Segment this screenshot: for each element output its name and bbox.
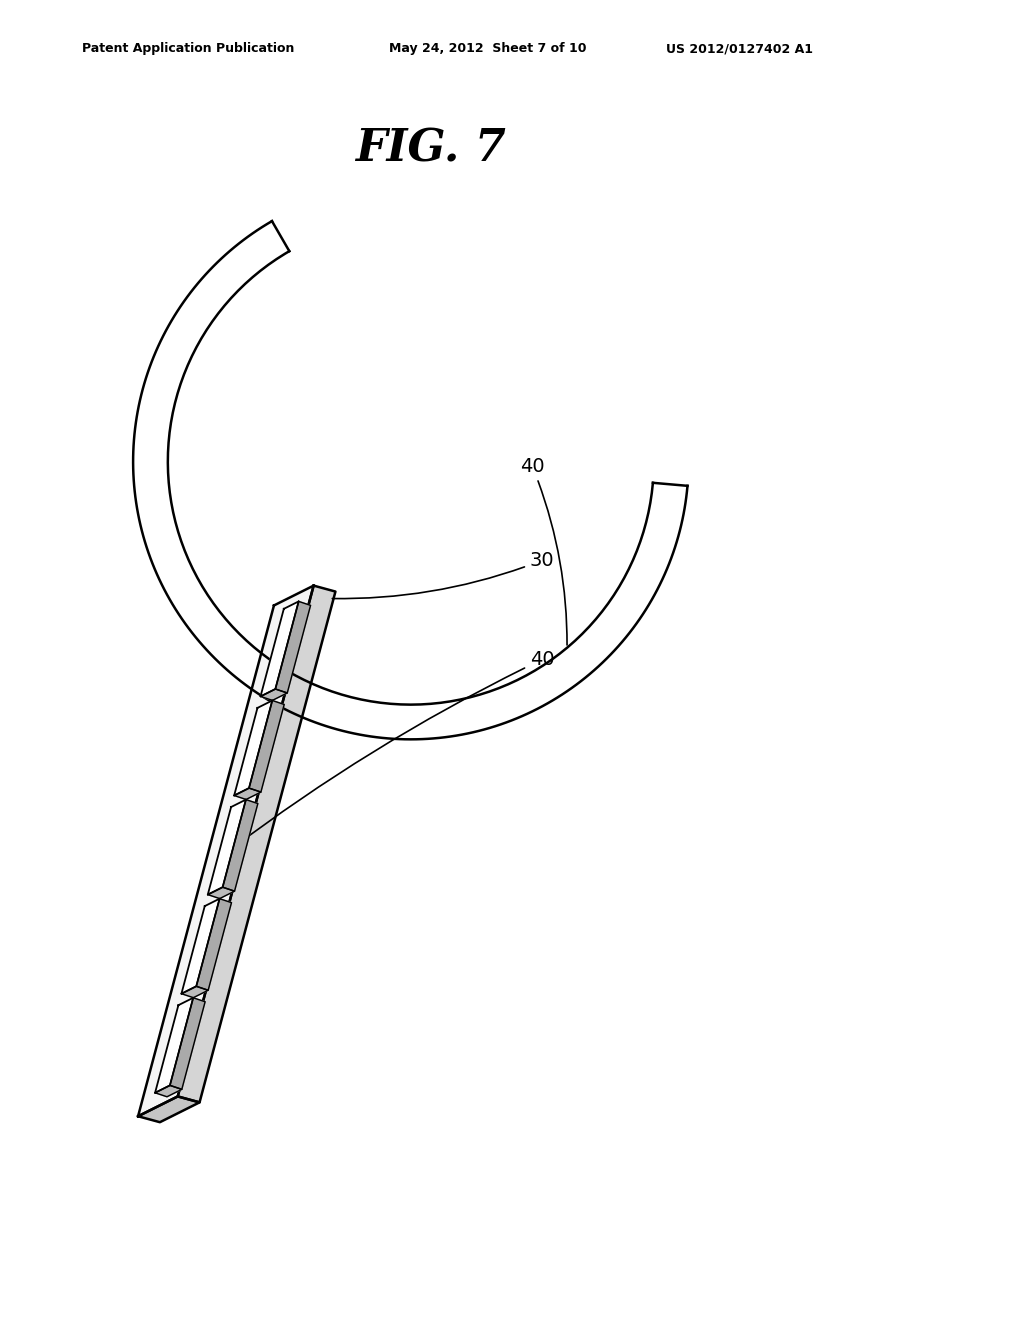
Polygon shape xyxy=(133,222,687,739)
Polygon shape xyxy=(197,899,231,990)
Polygon shape xyxy=(170,998,205,1089)
Polygon shape xyxy=(178,586,336,1102)
Polygon shape xyxy=(260,602,299,697)
Polygon shape xyxy=(249,701,285,792)
Text: 40: 40 xyxy=(520,457,567,645)
Polygon shape xyxy=(260,689,288,701)
Text: May 24, 2012  Sheet 7 of 10: May 24, 2012 Sheet 7 of 10 xyxy=(389,42,587,55)
Polygon shape xyxy=(181,899,219,994)
Text: FIG. 7: FIG. 7 xyxy=(355,128,506,170)
Polygon shape xyxy=(155,998,194,1093)
Polygon shape xyxy=(275,602,310,693)
Polygon shape xyxy=(222,800,258,891)
Polygon shape xyxy=(208,800,246,895)
Polygon shape xyxy=(155,1085,182,1097)
Text: 40: 40 xyxy=(230,649,554,850)
Polygon shape xyxy=(208,887,234,899)
Polygon shape xyxy=(181,986,208,998)
Polygon shape xyxy=(138,1097,200,1122)
Text: US 2012/0127402 A1: US 2012/0127402 A1 xyxy=(666,42,813,55)
Polygon shape xyxy=(234,788,261,800)
Text: 30: 30 xyxy=(332,550,554,598)
Polygon shape xyxy=(234,701,272,796)
Polygon shape xyxy=(138,586,313,1117)
Text: Patent Application Publication: Patent Application Publication xyxy=(82,42,294,55)
